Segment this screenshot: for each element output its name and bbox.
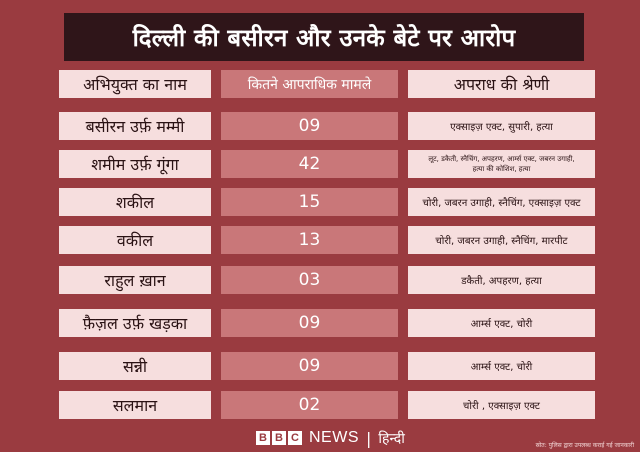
- footer-separator: |: [366, 428, 372, 448]
- crime-category-line-1: लूट, डकैती, स्नैचिंग, अपहरण, आर्म्स एक्ट…: [428, 155, 575, 163]
- case-count: 13: [221, 226, 398, 254]
- accused-name: शकील: [59, 188, 211, 216]
- bbc-news-hindi-logo: B B C NEWS | हिन्दी: [256, 428, 405, 448]
- table-row: शकील 15 चोरी, जबरन उगाही, स्नैचिंग, एक्स…: [59, 188, 595, 216]
- header-name: अभियुक्त का नाम: [59, 70, 211, 98]
- language-label: हिन्दी: [378, 430, 405, 447]
- case-count: 42: [221, 150, 398, 178]
- accused-name: शमीम उर्फ़ गूंगा: [59, 150, 211, 178]
- bbc-logo-letter: B: [256, 431, 270, 445]
- table-row: बसीरन उर्फ़ मम्मी 09 एक्साइज़ एक्ट, सुपा…: [59, 112, 595, 140]
- crime-category: एक्साइज़ एक्ट, सुपारी, हत्या: [408, 112, 595, 140]
- news-wordmark: NEWS: [309, 429, 359, 446]
- crime-category: आर्म्स एक्ट, चोरी: [408, 309, 595, 337]
- header-category: अपराध की श्रेणी: [408, 70, 595, 98]
- bbc-logo-letter: B: [272, 431, 286, 445]
- accused-name: वकील: [59, 226, 211, 254]
- case-count: 02: [221, 391, 398, 419]
- crime-category: डकैती, अपहरण, हत्या: [408, 266, 595, 294]
- accused-name: राहुल ख़ान: [59, 266, 211, 294]
- case-count: 03: [221, 266, 398, 294]
- crime-category: चोरी , एक्साइज़ एक्ट: [408, 391, 595, 419]
- accused-name: सन्नी: [59, 352, 211, 380]
- table-row: राहुल ख़ान 03 डकैती, अपहरण, हत्या: [59, 266, 595, 294]
- crime-category: चोरी, जबरन उगाही, स्नैचिंग, मारपीट: [408, 226, 595, 254]
- crime-category: लूट, डकैती, स्नैचिंग, अपहरण, आर्म्स एक्ट…: [408, 150, 595, 178]
- case-count: 09: [221, 112, 398, 140]
- case-count: 15: [221, 188, 398, 216]
- crime-category-line-2: हत्या की कोशिश, हत्या: [472, 165, 531, 173]
- table-row: शमीम उर्फ़ गूंगा 42 लूट, डकैती, स्नैचिंग…: [59, 150, 595, 178]
- accused-name: बसीरन उर्फ़ मम्मी: [59, 112, 211, 140]
- source-note: स्रोत: पुलिस द्वारा उपलब्ध कराई गई जानका…: [535, 442, 634, 449]
- table-header-row: अभियुक्त का नाम कितने आपराधिक मामले अपरा…: [59, 70, 595, 98]
- table-row: सलमान 02 चोरी , एक्साइज़ एक्ट: [59, 391, 595, 419]
- table-row: फ़ैज़ल उर्फ़ खड़का 09 आर्म्स एक्ट, चोरी: [59, 309, 595, 337]
- page-title: दिल्ली की बसीरन और उनके बेटे पर आरोप: [64, 13, 584, 61]
- header-cases: कितने आपराधिक मामले: [221, 70, 398, 98]
- accused-name: सलमान: [59, 391, 211, 419]
- case-count: 09: [221, 309, 398, 337]
- table-row: सन्नी 09 आर्म्स एक्ट, चोरी: [59, 352, 595, 380]
- table-row: वकील 13 चोरी, जबरन उगाही, स्नैचिंग, मारप…: [59, 226, 595, 254]
- crime-category: आर्म्स एक्ट, चोरी: [408, 352, 595, 380]
- accused-name: फ़ैज़ल उर्फ़ खड़का: [59, 309, 211, 337]
- case-count: 09: [221, 352, 398, 380]
- bbc-logo-letter: C: [288, 431, 302, 445]
- crime-category: चोरी, जबरन उगाही, स्नैचिंग, एक्साइज़ एक्…: [408, 188, 595, 216]
